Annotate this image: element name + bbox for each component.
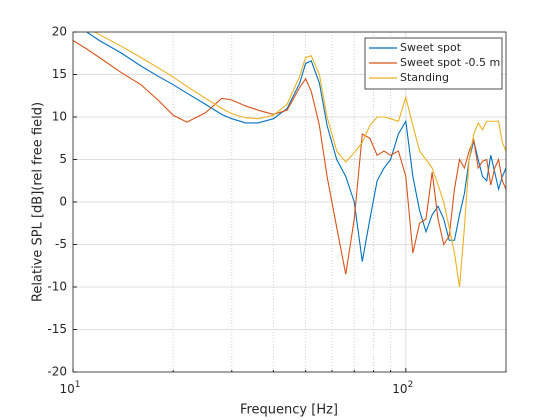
lines [73,32,506,288]
y-tick-label: -20 [47,365,67,379]
series-line [93,32,506,288]
x-tick-base: 10 [59,382,74,396]
y-tick-label: -10 [47,280,67,294]
y-axis-label: Relative SPL [dB](rel free field) [31,102,46,302]
y-tick-label: -15 [47,322,67,336]
x-tick-label: 102 [392,380,413,396]
legend: Sweet spot Sweet spot -0.5 m Standing [364,37,503,90]
legend-label: Sweet spot -0.5 m [400,56,500,69]
series-line [73,40,506,275]
y-tick-label: 0 [59,195,67,209]
legend-label: Standing [400,71,449,84]
y-tick-label: 20 [52,25,67,39]
x-tick-label: 101 [59,380,80,396]
x-tick-exponent: 1 [75,380,81,390]
y-tick-label: -5 [55,237,67,251]
y-tick-label: 15 [52,67,67,81]
legend-label: Sweet spot [400,41,462,54]
x-axis-label: Frequency [Hz] [240,403,338,418]
x-tick-base: 10 [392,382,407,396]
x-tick-exponent: 2 [408,380,414,390]
y-tick-label: 10 [52,110,67,124]
y-tick-label: 5 [59,152,67,166]
series-line [85,32,506,262]
